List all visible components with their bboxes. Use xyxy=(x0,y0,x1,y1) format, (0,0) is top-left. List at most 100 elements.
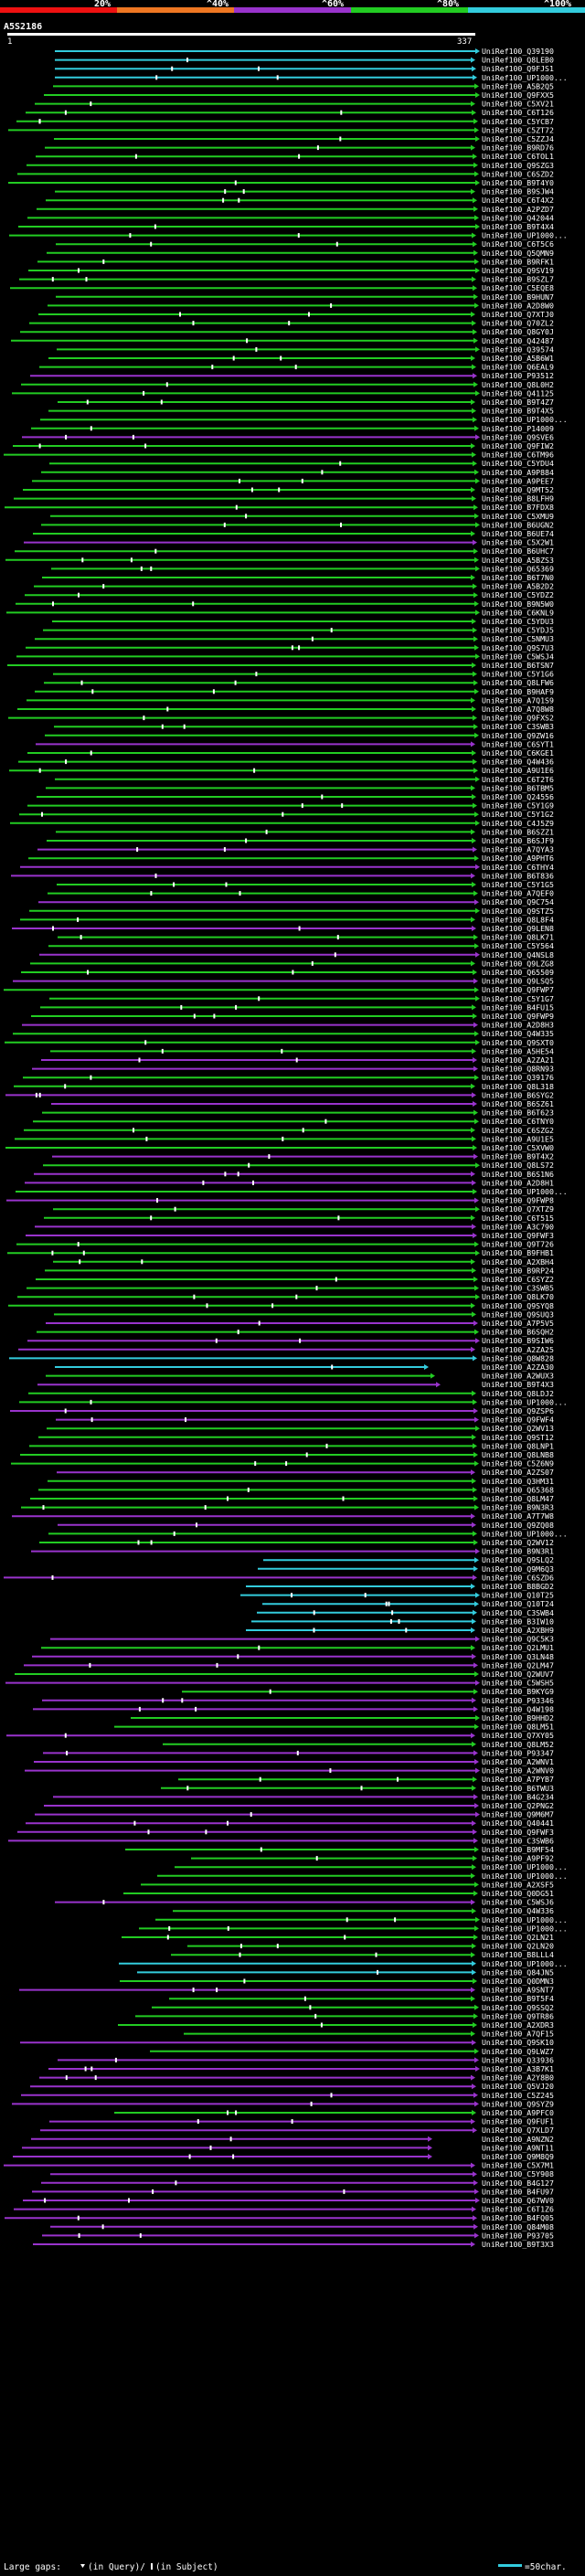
hit-label[interactable]: UniRef100_Q9TR86 xyxy=(482,2011,554,2020)
hit-label[interactable]: UniRef100_Q9M8Q9 xyxy=(482,2152,554,2161)
hit-label[interactable]: UniRef100_B9HUN7 xyxy=(482,292,554,302)
hit-label[interactable]: UniRef100_A7T7W8 xyxy=(482,1511,554,1521)
hit-label[interactable]: UniRef100_Q8LM51 xyxy=(482,1723,554,1732)
hit-label[interactable]: UniRef100_Q9FWP8 xyxy=(482,1196,554,1205)
hit-label[interactable]: UniRef100_Q9FWP9 xyxy=(482,1012,554,1021)
hit-label[interactable]: UniRef100_Q8L0H2 xyxy=(482,380,554,389)
hit-label[interactable]: UniRef100_Q70ZL2 xyxy=(482,319,554,328)
hit-label[interactable]: UniRef100_Q8L318 xyxy=(482,1082,554,1091)
hit-label[interactable]: UniRef100_C5X2W1 xyxy=(482,538,554,547)
hit-label[interactable]: UniRef100_B6T623 xyxy=(482,1108,554,1118)
hit-label[interactable]: UniRef100_B4G127 xyxy=(482,2178,554,2188)
hit-label[interactable]: UniRef100_C5XV21 xyxy=(482,100,554,109)
hit-label[interactable]: UniRef100_Q65509 xyxy=(482,968,554,977)
hit-label[interactable]: UniRef100_C6SZD6 xyxy=(482,1573,554,1582)
hit-label[interactable]: UniRef100_Q10T25 xyxy=(482,1591,554,1600)
hit-label[interactable]: UniRef100_Q8LM47 xyxy=(482,1494,554,1503)
hit-label[interactable]: UniRef100_C6TNY0 xyxy=(482,1117,554,1126)
hit-label[interactable]: UniRef100_A2XDR3 xyxy=(482,2020,554,2030)
hit-label[interactable]: UniRef100_C3SWB3 xyxy=(482,722,554,731)
hit-label[interactable]: UniRef100_Q9SXT0 xyxy=(482,1038,554,1047)
hit-label[interactable]: UniRef100_A2XBH4 xyxy=(482,1257,554,1267)
hit-label[interactable]: UniRef100_Q8LNP1 xyxy=(482,1441,554,1450)
hit-label[interactable]: UniRef100_Q8LDJ2 xyxy=(482,1389,554,1398)
hit-label[interactable]: UniRef100_Q7XY05 xyxy=(482,1731,554,1740)
hit-label[interactable]: UniRef100_C5Z6N9 xyxy=(482,1459,554,1468)
hit-label[interactable]: UniRef100_Q9ZQ08 xyxy=(482,1521,554,1530)
hit-label[interactable]: UniRef100_B3IW10 xyxy=(482,1617,554,1626)
hit-label[interactable]: UniRef100_C6T4X2 xyxy=(482,196,554,205)
hit-label[interactable]: UniRef100_A2WNV1 xyxy=(482,1757,554,1766)
hit-label[interactable]: UniRef100_Q9FJS1 xyxy=(482,64,554,73)
hit-label[interactable]: UniRef100_A5B6W1 xyxy=(482,354,554,363)
hit-label[interactable]: UniRef100_Q42487 xyxy=(482,336,554,345)
hit-label[interactable]: UniRef100_Q9STZ5 xyxy=(482,906,554,916)
hit-label[interactable]: UniRef100_C3SWB5 xyxy=(482,1284,554,1293)
hit-label[interactable]: UniRef100_C3SWB4 xyxy=(482,1608,554,1617)
hit-label[interactable]: UniRef100_C5EQE8 xyxy=(482,283,554,292)
hit-label[interactable]: UniRef100_C6T126 xyxy=(482,108,554,117)
hit-label[interactable]: UniRef100_Q41125 xyxy=(482,388,554,398)
hit-label[interactable]: UniRef100_C5XMU9 xyxy=(482,512,554,521)
hit-label[interactable]: UniRef100_A7PYB7 xyxy=(482,1775,554,1784)
hit-label[interactable]: UniRef100_B9T4X2 xyxy=(482,1152,554,1161)
hit-label[interactable]: UniRef100_B9T4Z7 xyxy=(482,398,554,407)
hit-label[interactable]: UniRef100_B8LLL4 xyxy=(482,1950,554,1959)
hit-label[interactable]: UniRef100_B6T836 xyxy=(482,871,554,880)
hit-label[interactable]: UniRef100_Q0DMN3 xyxy=(482,1977,554,1986)
hit-label[interactable]: UniRef100_C5Y564 xyxy=(482,941,554,950)
hit-label[interactable]: UniRef100_Q8LEB0 xyxy=(482,56,554,65)
hit-label[interactable]: UniRef100_P93347 xyxy=(482,1748,554,1757)
hit-label[interactable]: UniRef100_C5Y908 xyxy=(482,2169,554,2178)
hit-label[interactable]: UniRef100_C5NMU3 xyxy=(482,634,554,643)
hit-label[interactable]: UniRef100_UP1000... xyxy=(482,1397,568,1406)
hit-label[interactable]: UniRef100_C6T515 xyxy=(482,1214,554,1223)
hit-label[interactable]: UniRef100_B9T3X3 xyxy=(482,2240,554,2249)
hit-label[interactable]: UniRef100_UP1000... xyxy=(482,1915,568,1924)
hit-label[interactable]: UniRef100_Q9LEN8 xyxy=(482,924,554,933)
hit-label[interactable]: UniRef100_A2XSF5 xyxy=(482,1880,554,1889)
hit-label[interactable]: UniRef100_Q9M6Q3 xyxy=(482,1564,554,1574)
hit-label[interactable]: UniRef100_Q8LK70 xyxy=(482,1292,554,1301)
hit-label[interactable]: UniRef100_Q9LWZ7 xyxy=(482,2047,554,2056)
hit-label[interactable]: UniRef100_A7QEF0 xyxy=(482,889,554,898)
hit-label[interactable]: UniRef100_Q9SVE6 xyxy=(482,432,554,441)
hit-label[interactable]: UniRef100_Q9C5K3 xyxy=(482,1635,554,1644)
hit-label[interactable]: UniRef100_UP1000... xyxy=(482,1529,568,1538)
hit-label[interactable]: UniRef100_Q6EAL9 xyxy=(482,363,554,372)
hit-label[interactable]: UniRef100_A2D8H1 xyxy=(482,1178,554,1187)
hit-label[interactable]: UniRef100_A2ZA25 xyxy=(482,1345,554,1354)
hit-label[interactable]: UniRef100_Q2LMU1 xyxy=(482,1643,554,1652)
hit-label[interactable]: UniRef100_A2WNV0 xyxy=(482,1766,554,1776)
hit-label[interactable]: UniRef100_B9SJW4 xyxy=(482,187,554,196)
hit-label[interactable]: UniRef100_Q9MT52 xyxy=(482,485,554,494)
hit-label[interactable]: UniRef100_Q9ZW16 xyxy=(482,731,554,740)
hit-label[interactable]: UniRef100_Q9FXX5 xyxy=(482,90,554,100)
hit-label[interactable]: UniRef100_B9SIW6 xyxy=(482,1336,554,1345)
hit-label[interactable]: UniRef100_A9P884 xyxy=(482,468,554,477)
hit-label[interactable]: UniRef100_Q7XLD7 xyxy=(482,2125,554,2135)
hit-label[interactable]: UniRef100_A2ZA30 xyxy=(482,1362,554,1372)
hit-label[interactable]: UniRef100_Q39190 xyxy=(482,47,554,56)
hit-label[interactable]: UniRef100_A9PF92 xyxy=(482,1854,554,1863)
hit-label[interactable]: UniRef100_Q9FWF3 xyxy=(482,1231,554,1240)
hit-label[interactable]: UniRef100_C5YDU4 xyxy=(482,459,554,468)
hit-label[interactable]: UniRef100_C5WSJ4 xyxy=(482,652,554,661)
hit-label[interactable]: UniRef100_B9T4X4 xyxy=(482,222,554,231)
hit-label[interactable]: UniRef100_Q4NSL8 xyxy=(482,950,554,959)
hit-label[interactable]: UniRef100_C6SZG2 xyxy=(482,1126,554,1135)
hit-label[interactable]: UniRef100_A2XBH9 xyxy=(482,1626,554,1635)
hit-label[interactable]: UniRef100_A5BZS3 xyxy=(482,556,554,565)
hit-label[interactable]: UniRef100_Q65369 xyxy=(482,564,554,573)
hit-label[interactable]: UniRef100_Q9S7U3 xyxy=(482,643,554,652)
hit-label[interactable]: UniRef100_Q5VJ20 xyxy=(482,2082,554,2091)
hit-label[interactable]: UniRef100_UP1000... xyxy=(482,1871,568,1881)
hit-label[interactable]: UniRef100_Q9SK10 xyxy=(482,2038,554,2047)
hit-label[interactable]: UniRef100_C3SWB6 xyxy=(482,1836,554,1845)
hit-label[interactable]: UniRef100_Q2LM47 xyxy=(482,1660,554,1670)
hit-label[interactable]: UniRef100_Q0DG51 xyxy=(482,1889,554,1898)
hit-label[interactable]: UniRef100_C6KGE1 xyxy=(482,748,554,758)
hit-label[interactable]: UniRef100_Q67WV0 xyxy=(482,2196,554,2205)
hit-label[interactable]: UniRef100_C5ZZJ4 xyxy=(482,134,554,143)
hit-label[interactable]: UniRef100_B4FQ05 xyxy=(482,2213,554,2222)
